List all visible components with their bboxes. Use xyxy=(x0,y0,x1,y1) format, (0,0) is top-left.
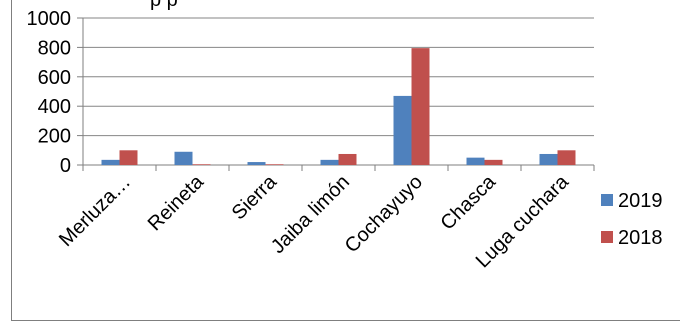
y-tick-label: 800 xyxy=(38,37,71,59)
bar-2018 xyxy=(484,159,503,165)
y-tick-label: 400 xyxy=(38,96,71,118)
y-tick-label: 1000 xyxy=(27,8,72,30)
bar-2019 xyxy=(393,95,412,165)
chart-title-fragment: p p xyxy=(150,0,178,11)
bar-2018 xyxy=(265,164,284,165)
gridlines xyxy=(83,17,594,166)
chart-frame xyxy=(11,0,680,321)
bar-2019 xyxy=(539,153,558,165)
bar-2018 xyxy=(192,164,211,165)
y-tick-label: 200 xyxy=(38,126,71,148)
bar-2019 xyxy=(247,162,266,165)
bars xyxy=(101,48,576,166)
legend: 2019 2018 xyxy=(601,190,663,249)
bar-2018 xyxy=(557,150,576,165)
bar-2019 xyxy=(320,159,339,165)
x-category-label: Chasca xyxy=(437,170,501,234)
y-tick-label: 0 xyxy=(60,155,71,177)
x-category-label: Cochayuyo xyxy=(341,171,427,257)
legend-label-2018: 2018 xyxy=(618,227,663,249)
bar-2018 xyxy=(338,153,357,165)
y-axis-ticks: 0 200 400 600 800 1000 xyxy=(27,8,84,177)
legend-label-2019: 2019 xyxy=(618,190,663,212)
bar-2019 xyxy=(466,157,485,165)
bar-2019 xyxy=(174,151,193,165)
bar-2018 xyxy=(411,48,430,166)
y-tick-label: 600 xyxy=(38,67,71,89)
x-category-label: Merluza… xyxy=(55,171,135,251)
legend-swatch-2018 xyxy=(601,231,613,243)
bar-2018 xyxy=(119,150,138,165)
x-category-label: Reineta xyxy=(144,170,209,235)
legend-swatch-2019 xyxy=(601,194,613,206)
x-category-label: Sierra xyxy=(228,170,282,224)
x-category-label: Jaiba limón xyxy=(267,171,354,258)
bar-2019 xyxy=(101,159,120,165)
